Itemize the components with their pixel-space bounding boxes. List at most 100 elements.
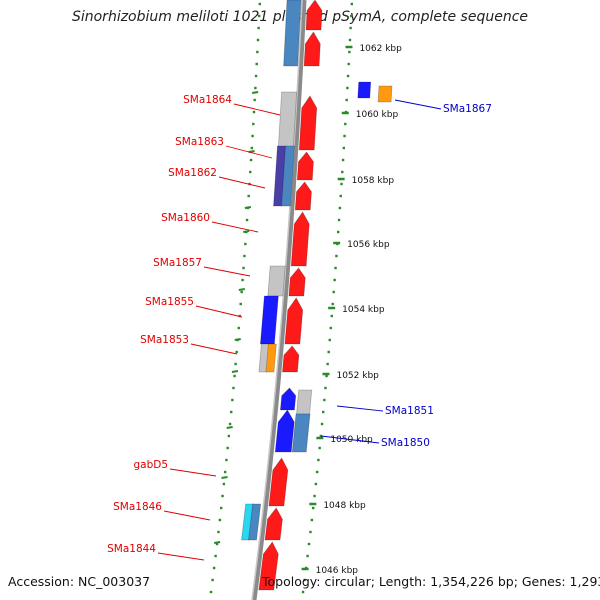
gene-arrow-red [296,151,314,181]
gene-box-orange [265,343,277,373]
outer-tick-ring [313,494,316,498]
inner-major-tick [234,338,241,341]
inner-tick-ring [244,242,247,246]
gene-arrow-red [305,0,323,31]
outer-tick-ring [334,266,337,270]
gene-arrow-blue [274,409,295,453]
outer-tick-ring [328,338,331,342]
outer-tick-ring [346,86,349,90]
gene-leader-line [336,405,384,412]
gene-label-sma1853: SMa1853 [140,334,189,346]
scale-label: 1060 kbp [356,110,399,120]
inner-tick-ring [243,254,246,258]
gene-arrow-red [290,211,310,267]
inner-tick-ring [214,554,217,558]
inner-tick-ring [209,590,213,594]
inner-tick-ring [250,146,254,150]
gene-leader-line [169,468,217,477]
inner-tick-ring [226,446,229,450]
scale-label: 1052 kbp [336,371,379,381]
scale-label: 1058 kbp [352,176,395,186]
inner-tick-ring [242,266,245,270]
gene-leader-line [320,435,380,444]
gene-leader-line [394,99,442,110]
gene-label-sma1844: SMa1844 [107,543,156,555]
outer-tick-ring [344,122,347,126]
gene-arrow-red [268,457,289,507]
outer-tick-ring [348,50,351,54]
inner-major-tick [238,288,245,291]
inner-tick-ring [251,134,254,138]
gene-box-steel [291,413,311,453]
inner-major-tick [243,230,250,233]
gene-label-sma1857: SMa1857 [153,257,202,269]
gene-leader-line [225,145,273,159]
gene-label-sma1851: SMa1851 [385,405,434,417]
outer-tick-ring [341,170,344,174]
inner-tick-ring [237,326,240,330]
inner-tick-ring [252,122,255,126]
outer-tick-ring [323,398,326,402]
outer-tick-ring [336,230,340,234]
outer-tick-ring [339,194,342,198]
topology-label: Topology: circular; Length: 1,354,226 bp… [262,574,600,589]
gene-arrow-red [298,95,318,151]
outer-tick-ring [331,302,334,306]
outer-tick-ring [303,578,306,582]
gene-label-sma1864: SMa1864 [183,94,232,106]
outer-tick-ring [350,2,354,6]
inner-major-tick [251,91,259,94]
gene-arrow-red [294,181,312,211]
inner-tick-ring [256,38,260,42]
scale-label: 1062 kbp [359,44,402,54]
outer-tick-ring [324,386,327,390]
outer-tick-ring [348,38,352,42]
inner-tick-ring [227,434,231,438]
outer-tick-ring [335,254,338,258]
gene-arrow-red [258,541,279,591]
inner-tick-ring [233,374,236,378]
inner-tick-ring [257,26,260,30]
outer-tick-ring [312,506,315,510]
inner-tick-ring [225,458,228,462]
scale-label: 1056 kbp [347,240,390,250]
outer-tick-ring [342,146,346,150]
accession-label: Accession: NC_003037 [8,574,151,589]
outer-tick-ring [307,542,311,546]
outer-tick-ring [325,374,328,378]
outer-tick-ring [326,362,329,366]
outer-tick-ring [315,470,319,474]
inner-tick-ring [228,422,232,426]
inner-major-tick [244,206,252,209]
scale-label: 1048 kbp [323,501,366,511]
inner-tick-ring [212,566,216,570]
outer-tick-ring [327,350,330,354]
inner-tick-ring [223,470,227,474]
inner-tick-ring [217,530,220,534]
gene-arrow-red [288,267,306,297]
outer-tick-ring [333,278,336,282]
backbone-line [251,0,307,600]
inner-tick-ring [249,158,253,162]
inner-tick-ring [254,86,257,90]
gene-box-gray [277,91,298,151]
outer-tick-ring [314,482,318,486]
inner-tick-ring [255,62,258,66]
inner-tick-ring [230,410,233,414]
outer-tick-ring [337,218,341,222]
outer-tick-ring [317,458,320,462]
outer-tick-ring [318,446,321,450]
gene-label-gabd5: gabD5 [133,459,168,471]
inner-tick-ring [239,302,242,306]
inner-tick-ring [258,14,261,18]
gene-arrow-red [303,31,321,67]
inner-tick-ring [220,506,223,510]
scale-label: 1046 kbp [316,566,359,576]
inner-tick-ring [258,2,262,6]
inner-tick-ring [231,398,234,402]
gene-label-sma1863: SMa1863 [175,136,224,148]
gene-label-sma1850: SMa1850 [381,437,430,449]
outer-tick-ring [329,326,332,330]
outer-tick-ring [345,98,348,102]
